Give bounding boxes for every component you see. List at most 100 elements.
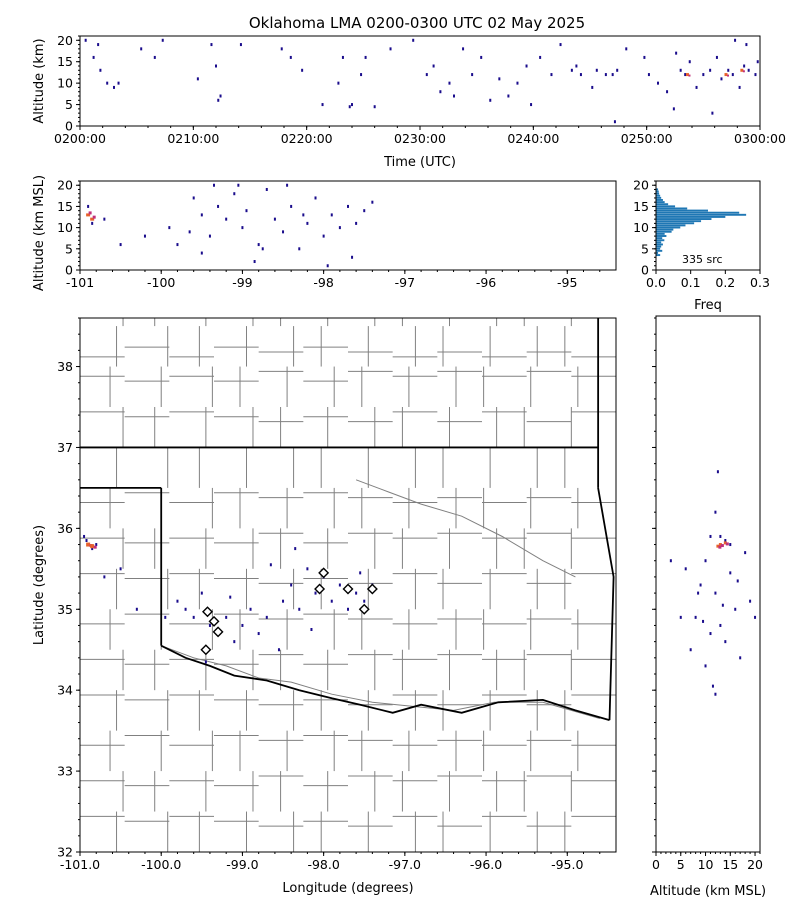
source-point — [702, 619, 705, 623]
source-hotspot — [688, 74, 691, 77]
source-point — [714, 692, 717, 696]
source-point — [539, 55, 542, 59]
source-point — [754, 73, 757, 77]
source-point — [290, 204, 293, 208]
source-point — [253, 260, 256, 264]
source-point — [498, 77, 501, 81]
source-point — [669, 559, 672, 563]
source-point — [616, 68, 619, 72]
histogram-bar — [656, 201, 665, 204]
source-point — [241, 226, 244, 230]
source-point — [140, 47, 143, 51]
histogram-bar — [656, 235, 667, 237]
panel2-y-tick-label: 10 — [57, 220, 73, 235]
source-point — [298, 607, 301, 611]
panel4-x-ticks: -101.0 -100.0 -99.0 -98.0 -97.0 -96.0 -95.0 — [60, 852, 601, 872]
source-point — [355, 221, 358, 225]
station-marker — [358, 603, 370, 615]
source-point — [679, 615, 682, 619]
source-point — [239, 43, 242, 47]
panel2-y-tick-label: 0 — [65, 263, 73, 278]
panel-lon-altitude: -101 -100 -99 -98 -97 -96 -95 0 5 10 15 20 Altitud… — [32, 175, 617, 291]
source-point — [294, 547, 297, 551]
station-marker — [342, 583, 354, 595]
source-point — [689, 648, 692, 652]
source-point — [153, 55, 156, 59]
state-boundary-arkansas — [597, 487, 615, 721]
source-point — [756, 60, 759, 64]
state-boundaries — [80, 318, 615, 721]
source-point — [699, 583, 702, 587]
source-point — [591, 85, 594, 89]
source-hotspot — [90, 217, 95, 221]
source-point — [322, 234, 325, 238]
station-marker — [208, 615, 220, 627]
source-point — [241, 623, 244, 627]
panel4-y-tick-label: 35 — [57, 602, 73, 617]
histogram-bar — [656, 251, 659, 254]
histogram-bar — [656, 243, 663, 246]
source-point — [373, 105, 376, 109]
source-point — [286, 183, 289, 187]
panel1-x-tick-label: 0240:00 — [507, 131, 559, 146]
panel4-y-tick-label: 36 — [57, 521, 73, 536]
source-point — [704, 559, 707, 563]
source-hotspot — [92, 215, 96, 219]
histogram-bar — [656, 222, 695, 225]
panel1-x-ticks: 0200:00 0210:00 0220:00 0230:00 0240:00 0250:… — [54, 126, 786, 146]
chart-title: Oklahoma LMA 0200-0300 UTC 02 May 2025 — [249, 14, 585, 32]
source-point — [507, 94, 510, 98]
panel2-x-ticks: -101 -100 -99 -98 -97 -96 -95 — [66, 270, 601, 290]
source-point — [432, 64, 435, 68]
source-point — [192, 615, 195, 619]
histogram-bar — [656, 205, 676, 208]
panel3-x-tick-label: 0.1 — [681, 275, 701, 290]
source-point — [643, 55, 646, 59]
histogram-bar — [656, 249, 663, 252]
source-point — [702, 73, 705, 77]
panel-altitude-histogram: 0.0 0.1 0.2 0.3 0 5 10 15 20 Freq 335 src — [633, 178, 770, 313]
panel1-x-tick-label: 0230:00 — [394, 131, 446, 146]
panel2-y-tick-label: 20 — [57, 178, 73, 193]
panel4-y-tick-label: 38 — [57, 359, 73, 374]
histogram-bar — [656, 192, 660, 195]
source-hotspot — [723, 541, 727, 545]
source-point — [697, 591, 700, 595]
source-point — [453, 94, 455, 98]
source-point — [679, 68, 682, 72]
source-point — [489, 98, 492, 102]
source-point — [310, 628, 313, 631]
panel1-y-tick-label: 10 — [57, 76, 73, 91]
source-hotspot — [88, 211, 92, 215]
station-marker — [200, 644, 212, 656]
panel2-marks — [86, 183, 374, 268]
source-point — [337, 81, 340, 85]
histogram-bar — [656, 188, 659, 191]
source-point — [749, 599, 752, 603]
source-point — [117, 81, 120, 85]
panel4-y-tick-label: 32 — [57, 845, 73, 860]
source-point — [188, 230, 191, 234]
histogram-bar — [656, 194, 661, 197]
panel5-marks — [669, 470, 757, 696]
panel3-y-tick-label: 10 — [633, 220, 649, 235]
source-point — [269, 563, 272, 567]
panel3-x-tick-label: 0.3 — [750, 275, 770, 290]
county-boundaries — [80, 318, 616, 852]
panel5-x-tick-label: 0 — [652, 857, 660, 872]
panel2-x-tick-label: -95 — [557, 275, 577, 290]
source-point — [257, 632, 260, 636]
source-point — [233, 640, 236, 644]
source-point — [657, 81, 659, 85]
panel3-x-ticks: 0.0 0.1 0.2 0.3 — [646, 270, 770, 290]
source-point — [298, 247, 301, 251]
source-point — [604, 73, 607, 77]
source-point — [351, 103, 353, 107]
map-lightning-sources — [83, 534, 374, 664]
panel1-y-tick-label: 0 — [65, 119, 73, 134]
source-point — [448, 81, 451, 85]
panel5-x-tick-label: 15 — [722, 857, 738, 872]
source-point — [694, 615, 697, 619]
source-point — [176, 243, 179, 247]
